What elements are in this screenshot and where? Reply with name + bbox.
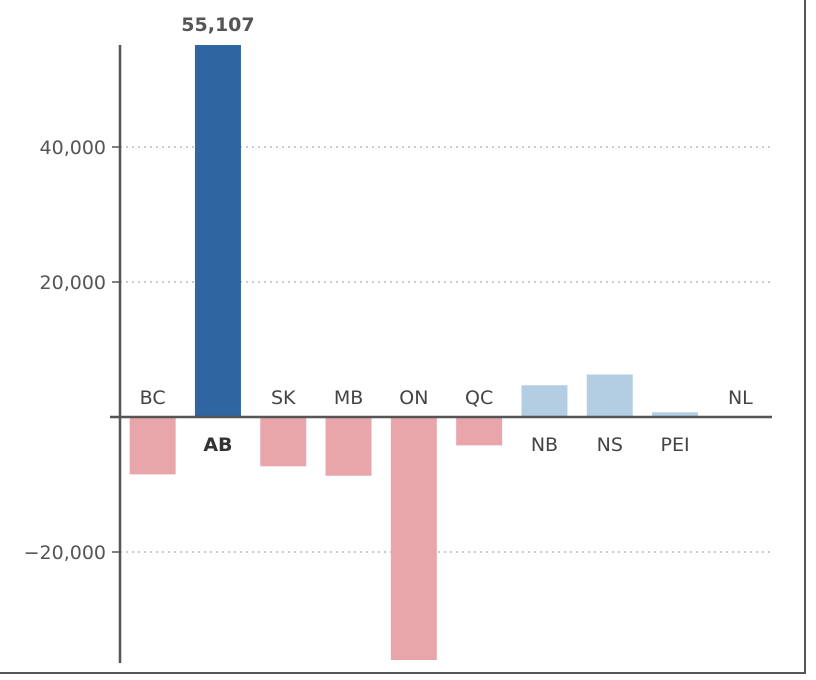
bar-qc: [456, 417, 503, 446]
bar-nb: [521, 385, 568, 417]
category-label-nl: NL: [728, 387, 753, 409]
category-label-pei: PEI: [661, 434, 690, 456]
bar-pei: [652, 412, 699, 417]
category-label-nb: NB: [531, 434, 558, 456]
category-label-mb: MB: [334, 387, 363, 409]
bar-on: [390, 417, 437, 660]
category-label-ab: AB: [203, 434, 232, 456]
bar-ns: [586, 374, 633, 417]
labels: −20,000 20,000 40,000 BC AB 55,107 SK MB ON QC NB N…: [24, 14, 754, 564]
y-tick-label: −20,000: [24, 542, 106, 564]
y-tick-label: 20,000: [40, 272, 106, 294]
bar-mb: [325, 417, 372, 476]
chart-frame: [0, 0, 806, 674]
category-label-ns: NS: [597, 434, 623, 456]
bar-bc: [129, 417, 176, 475]
bar-sk: [260, 417, 307, 467]
category-label-qc: QC: [465, 387, 493, 409]
bars: [129, 45, 699, 660]
category-label-bc: BC: [140, 387, 166, 409]
bar-ab: [194, 45, 241, 418]
data-label-ab: 55,107: [181, 14, 254, 36]
y-tick-label: 40,000: [40, 137, 106, 159]
category-label-on: ON: [399, 387, 428, 409]
axes: [110, 45, 772, 664]
category-label-sk: SK: [271, 387, 296, 409]
